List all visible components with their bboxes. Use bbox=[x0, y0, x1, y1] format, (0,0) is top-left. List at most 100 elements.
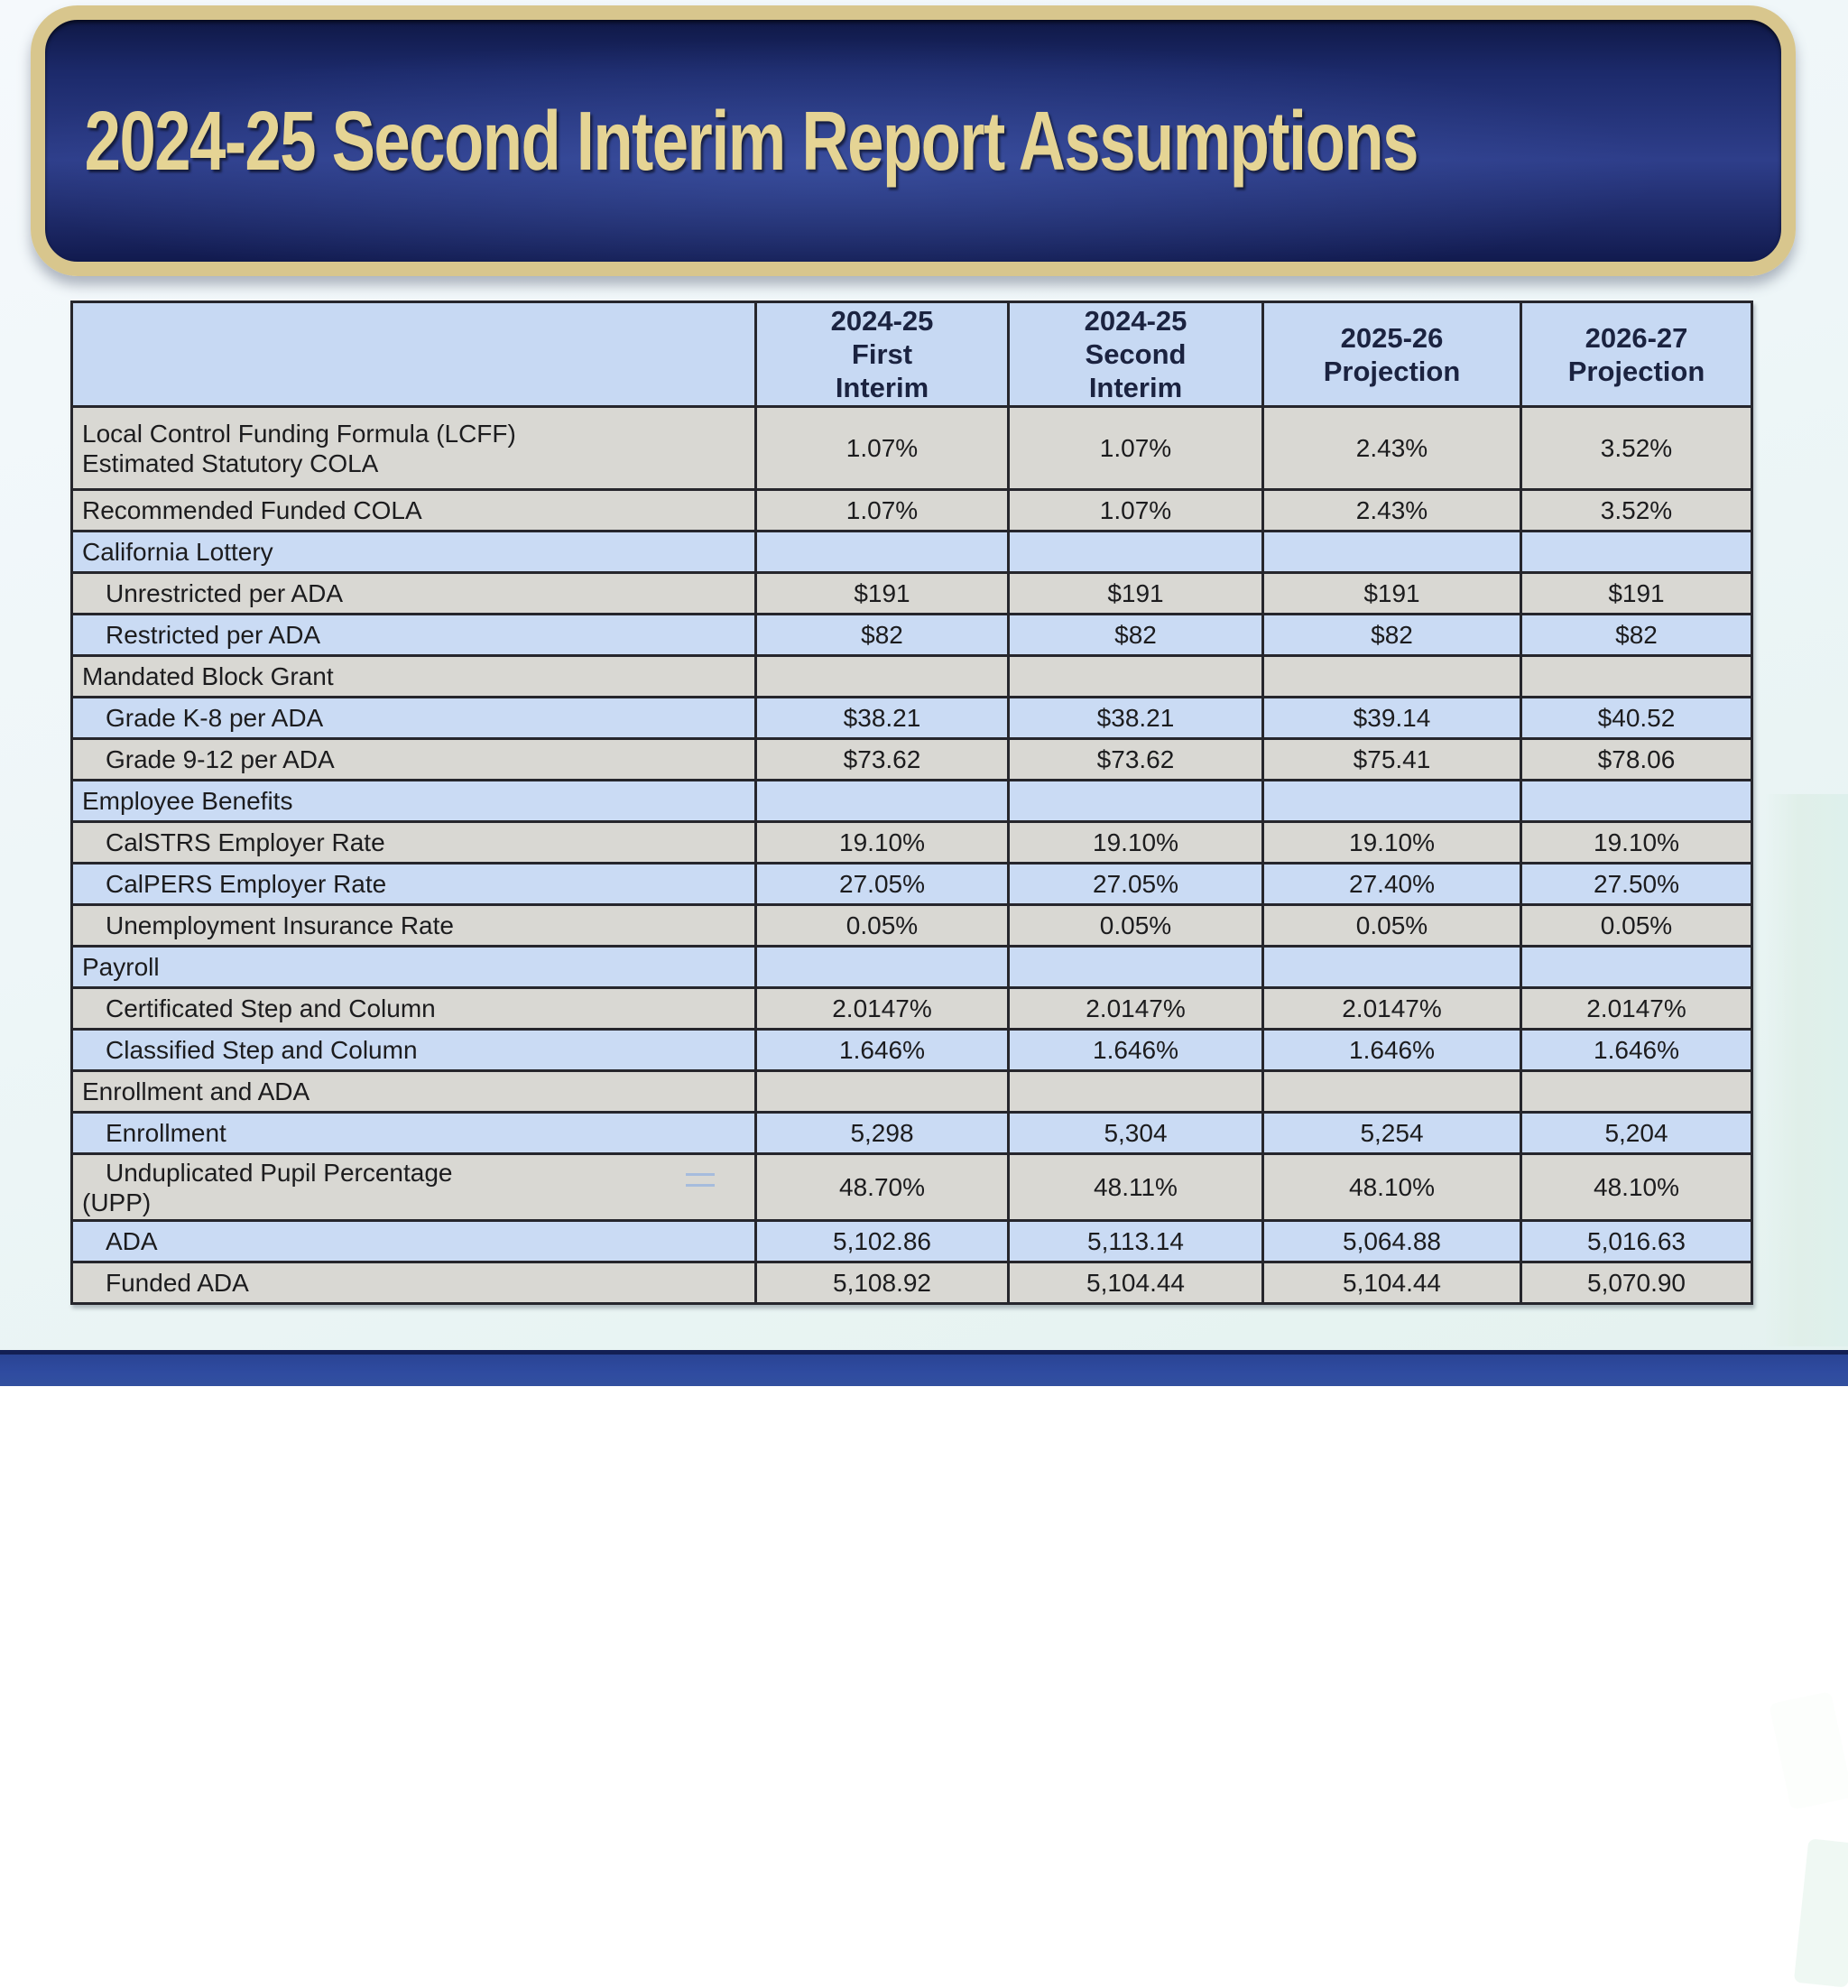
value-cell: 19.10% bbox=[1520, 820, 1753, 865]
row-label-cell: Payroll bbox=[70, 945, 757, 989]
value-cell: $75.41 bbox=[1261, 737, 1522, 781]
value-cell: $191 bbox=[1520, 571, 1753, 615]
value-cell: 2.0147% bbox=[754, 986, 1010, 1031]
value-cell: 0.05% bbox=[754, 903, 1010, 948]
row-label-cell: Local Control Funding Formula (LCFF) Est… bbox=[70, 405, 757, 491]
value-cell: 5,254 bbox=[1261, 1111, 1522, 1155]
table-row: ADA 5,102.86 5,113.14 5,064.88 5,016.63 bbox=[70, 1219, 1753, 1263]
row-label-cell: Unemployment Insurance Rate bbox=[70, 903, 757, 948]
background-mint-strip bbox=[1765, 794, 1848, 1988]
assumptions-table: 2024-25 First Interim 2024-25 Second Inte… bbox=[70, 301, 1753, 1305]
value-cell: 5,104.44 bbox=[1261, 1261, 1522, 1305]
value-cell: 3.52% bbox=[1520, 405, 1753, 491]
value-cell: 19.10% bbox=[1007, 820, 1264, 865]
table-row: Payroll bbox=[70, 945, 1753, 989]
table-row: Employee Benefits bbox=[70, 779, 1753, 823]
value-cell: 48.70% bbox=[754, 1152, 1010, 1222]
table-row: Enrollment and ADA bbox=[70, 1069, 1753, 1114]
row-label-cell: Certificated Step and Column bbox=[70, 986, 757, 1031]
value-cell bbox=[1007, 1069, 1264, 1114]
value-cell: 27.05% bbox=[754, 862, 1010, 906]
table-row: Unemployment Insurance Rate 0.05% 0.05% 0.0… bbox=[70, 903, 1753, 948]
value-cell: 3.52% bbox=[1520, 488, 1753, 532]
table-row: CalSTRS Employer Rate 19.10% 19.10% 19.10% 1… bbox=[70, 820, 1753, 865]
value-cell: $191 bbox=[1261, 571, 1522, 615]
table-row: Restricted per ADA $82 $82 $82 $82 bbox=[70, 613, 1753, 657]
value-cell: 2.43% bbox=[1261, 405, 1522, 491]
slide-title: 2024-25 Second Interim Report Assumption… bbox=[84, 93, 1419, 188]
value-cell: 5,016.63 bbox=[1520, 1219, 1753, 1263]
value-cell bbox=[1520, 654, 1753, 698]
row-label-cell: Grade K-8 per ADA bbox=[70, 696, 757, 740]
value-cell bbox=[754, 530, 1010, 574]
row-label-cell: Funded ADA bbox=[70, 1261, 757, 1305]
value-cell bbox=[1261, 530, 1522, 574]
equals-mark-icon bbox=[686, 1173, 715, 1187]
table-header-cell: 2024-25 First Interim bbox=[754, 301, 1010, 408]
row-label-cell: Classified Step and Column bbox=[70, 1028, 757, 1072]
bottom-bar bbox=[0, 1350, 1848, 1386]
row-label-cell: Mandated Block Grant bbox=[70, 654, 757, 698]
value-cell bbox=[1007, 945, 1264, 989]
row-label-cell: Grade 9-12 per ADA bbox=[70, 737, 757, 781]
value-cell: $82 bbox=[754, 613, 1010, 657]
value-cell: 5,064.88 bbox=[1261, 1219, 1522, 1263]
value-cell: 1.646% bbox=[1520, 1028, 1753, 1072]
value-cell bbox=[1261, 779, 1522, 823]
value-cell: $82 bbox=[1007, 613, 1264, 657]
value-cell: $191 bbox=[1007, 571, 1264, 615]
value-cell: 0.05% bbox=[1520, 903, 1753, 948]
value-cell: 5,304 bbox=[1007, 1111, 1264, 1155]
value-cell bbox=[1520, 945, 1753, 989]
table-row: Local Control Funding Formula (LCFF) Est… bbox=[70, 405, 1753, 491]
value-cell: $82 bbox=[1261, 613, 1522, 657]
value-cell bbox=[1520, 1069, 1753, 1114]
table-row: California Lottery bbox=[70, 530, 1753, 574]
row-label-cell: Unrestricted per ADA bbox=[70, 571, 757, 615]
table-row: Grade 9-12 per ADA $73.62 $73.62 $75.41 $78.… bbox=[70, 737, 1753, 781]
table-row: CalPERS Employer Rate 27.05% 27.05% 27.40% 2… bbox=[70, 862, 1753, 906]
table-header-cell: 2025-26 Projection bbox=[1261, 301, 1522, 408]
value-cell: 5,204 bbox=[1520, 1111, 1753, 1155]
row-label-cell: Employee Benefits bbox=[70, 779, 757, 823]
row-label-cell: Unduplicated Pupil Percentage (UPP) bbox=[70, 1152, 757, 1222]
value-cell: 5,108.92 bbox=[754, 1261, 1010, 1305]
value-cell: 1.07% bbox=[754, 488, 1010, 532]
table-row: Certificated Step and Column 2.0147% 2.014… bbox=[70, 986, 1753, 1031]
value-cell: 2.0147% bbox=[1520, 986, 1753, 1031]
value-cell: 1.646% bbox=[754, 1028, 1010, 1072]
value-cell bbox=[1520, 530, 1753, 574]
row-label-cell: ADA bbox=[70, 1219, 757, 1263]
value-cell: $38.21 bbox=[1007, 696, 1264, 740]
background-watermark bbox=[1793, 1838, 1848, 1988]
value-cell bbox=[754, 945, 1010, 989]
value-cell: 1.07% bbox=[1007, 405, 1264, 491]
value-cell: 1.07% bbox=[1007, 488, 1264, 532]
value-cell: $191 bbox=[754, 571, 1010, 615]
value-cell: 1.07% bbox=[754, 405, 1010, 491]
value-cell: 2.43% bbox=[1261, 488, 1522, 532]
value-cell: 48.10% bbox=[1261, 1152, 1522, 1222]
value-cell: 19.10% bbox=[754, 820, 1010, 865]
value-cell: $73.62 bbox=[1007, 737, 1264, 781]
value-cell bbox=[1007, 654, 1264, 698]
table-row: Funded ADA 5,108.92 5,104.44 5,104.44 5,070.… bbox=[70, 1261, 1753, 1305]
value-cell bbox=[754, 779, 1010, 823]
table-row: Mandated Block Grant bbox=[70, 654, 1753, 698]
table-row: Classified Step and Column 1.646% 1.646% 1.… bbox=[70, 1028, 1753, 1072]
value-cell: 1.646% bbox=[1261, 1028, 1522, 1072]
table-body: Local Control Funding Formula (LCFF) Est… bbox=[70, 405, 1753, 1305]
value-cell: 0.05% bbox=[1007, 903, 1264, 948]
value-cell: 5,104.44 bbox=[1007, 1261, 1264, 1305]
table-row: Unrestricted per ADA $191 $191 $191 $191 bbox=[70, 571, 1753, 615]
row-label-cell: CalPERS Employer Rate bbox=[70, 862, 757, 906]
table-row: Recommended Funded COLA 1.07% 1.07% 2.43% 3.… bbox=[70, 488, 1753, 532]
value-cell: 48.10% bbox=[1520, 1152, 1753, 1222]
table-row: Enrollment 5,298 5,304 5,254 5,204 bbox=[70, 1111, 1753, 1155]
value-cell: $78.06 bbox=[1520, 737, 1753, 781]
row-label-cell: CalSTRS Employer Rate bbox=[70, 820, 757, 865]
value-cell bbox=[1261, 654, 1522, 698]
value-cell: $40.52 bbox=[1520, 696, 1753, 740]
row-label-cell: Enrollment bbox=[70, 1111, 757, 1155]
